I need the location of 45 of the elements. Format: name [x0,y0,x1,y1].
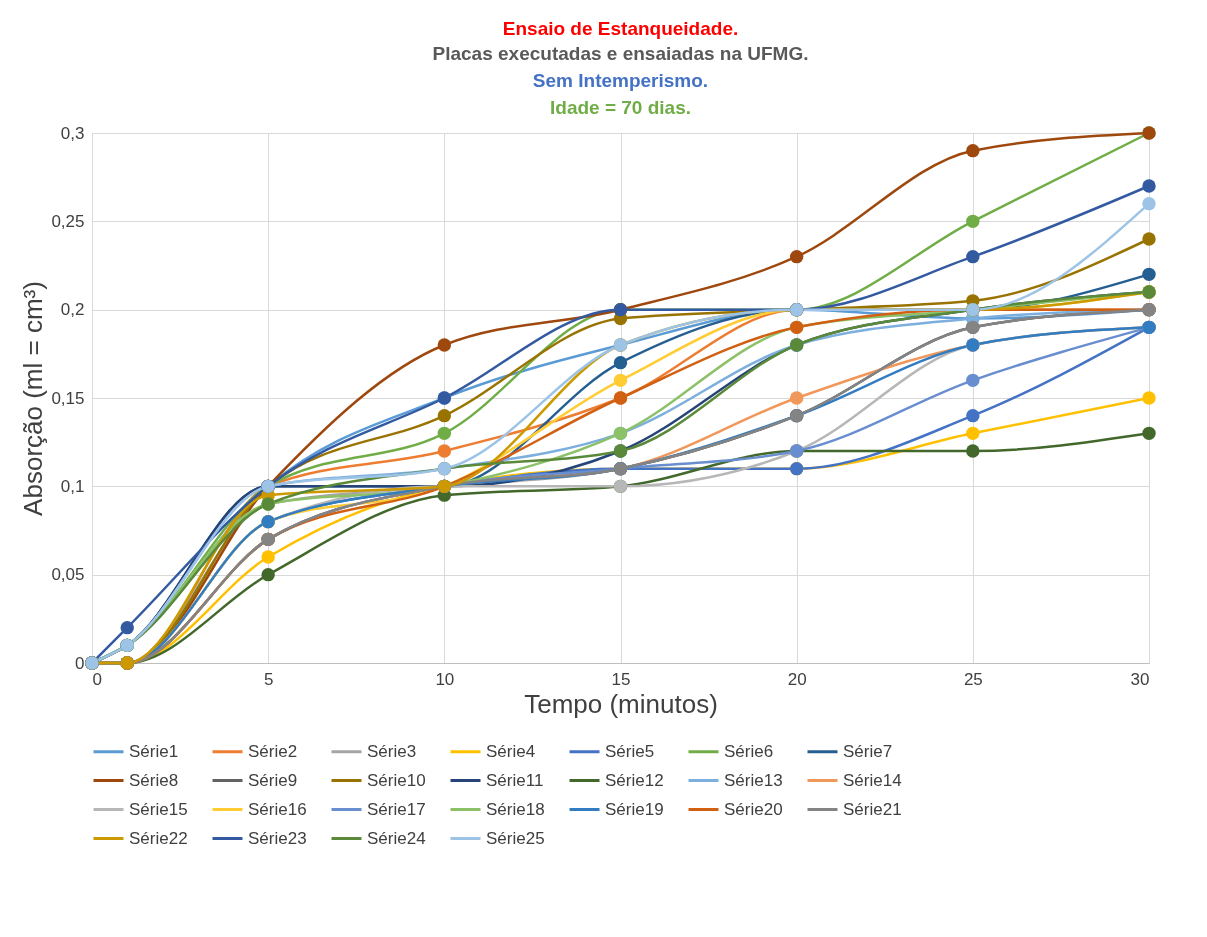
y-tick-label: 0,3 [60,123,85,143]
legend-label: Série25 [486,828,545,848]
legend-label: Série22 [129,828,188,848]
legend-label: Série7 [843,741,893,761]
text: Placas executadas e ensaiadas na UFMG. [432,43,809,64]
legend-label: Série20 [724,799,783,819]
legend-label: Série8 [129,770,179,790]
legend-label: Série4 [486,741,536,761]
x-axis-title: Tempo (minutos) [524,688,718,719]
y-tick-label: 0 [75,653,85,673]
legend-label: Série9 [248,770,298,790]
legend-label: Série24 [367,828,426,848]
legend-label: Série16 [248,799,307,819]
y-axis-title: Absorção (ml = cm³) [18,281,49,516]
y-tick-label: 0,25 [51,211,85,231]
text: Idade = 70 dias. [550,97,691,118]
y-tick-label: 0,05 [51,565,85,585]
x-tick-label: 25 [963,669,983,689]
legend-label: Série17 [367,799,426,819]
legend-label: Série2 [248,741,298,761]
x-tick-label: 5 [263,669,274,689]
text: Sem Intemperismo. [532,70,709,91]
legend-label: Série11 [486,770,544,790]
y-tick-label: 0,2 [60,300,85,320]
legend-label: Série10 [367,770,426,790]
x-tick-label: 15 [611,669,631,689]
legend-label: Série14 [843,770,902,790]
legend-label: Série13 [724,770,783,790]
legend-label: Série12 [605,770,664,790]
legend-label: Série6 [724,741,774,761]
legend-label: Série23 [248,828,307,848]
x-tick-label: 0 [92,669,102,689]
legend-label: Série21 [843,799,902,819]
y-tick-label: 0,1 [60,476,85,496]
x-tick-label: 10 [435,669,455,689]
chart-title: Ensaio de Estanqueidade. [502,18,739,39]
legend-label: Série3 [367,741,417,761]
y-tick-label: 0,15 [51,388,85,408]
legend-label: Série5 [605,741,655,761]
legend-label: Série19 [605,799,664,819]
x-tick-label: 30 [1130,669,1150,689]
x-tick-label: 20 [787,669,807,689]
legend-label: Série15 [129,799,188,819]
legend-label: Série18 [486,799,545,819]
legend-label: Série1 [129,741,179,761]
